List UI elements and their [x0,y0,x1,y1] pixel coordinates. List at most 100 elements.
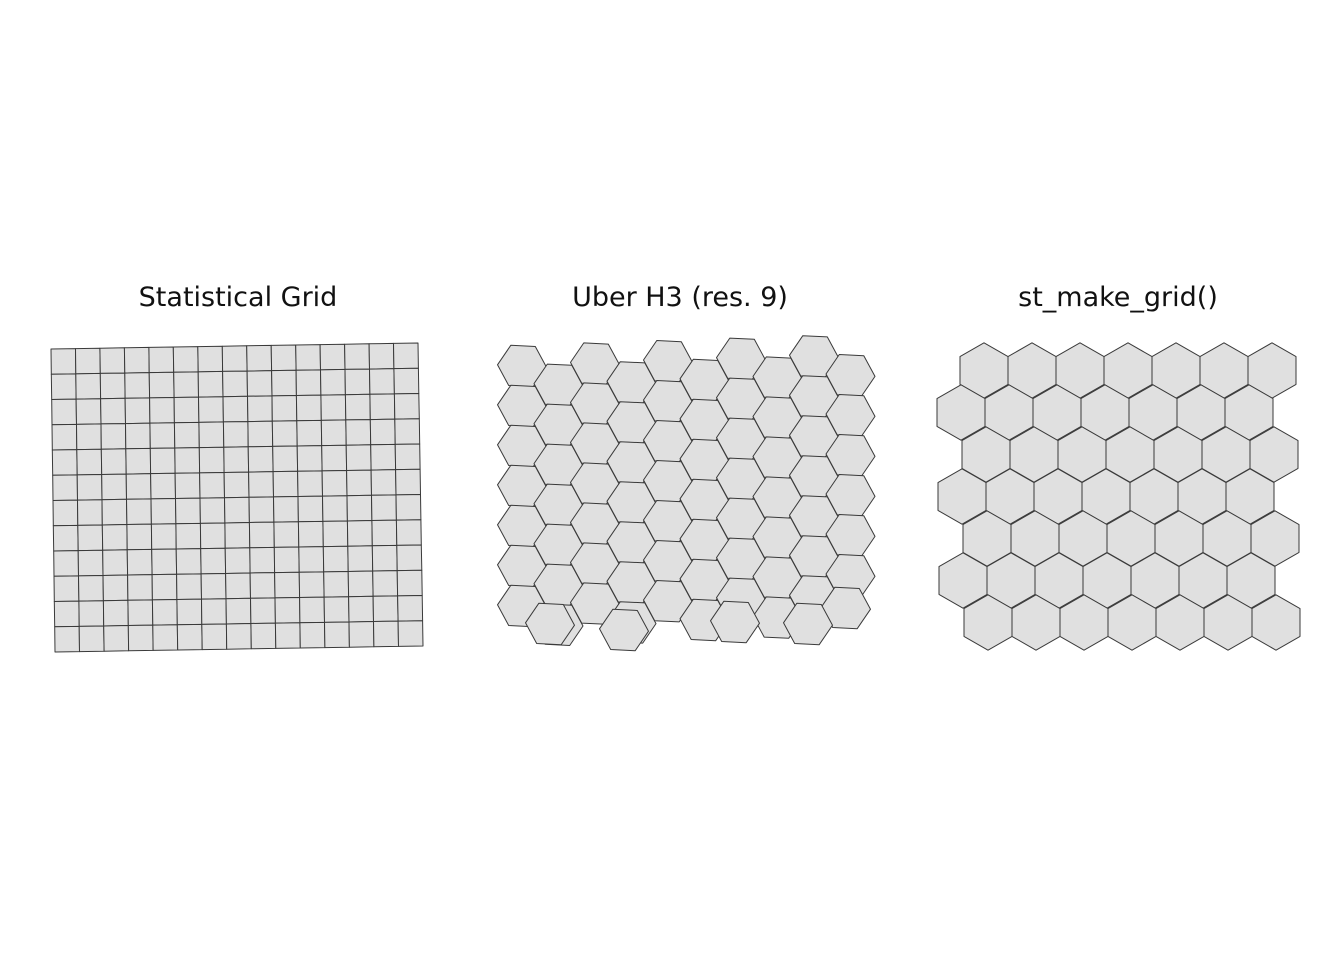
grid-cell [224,496,250,524]
grid-cell [53,550,79,577]
grid-cell [393,342,419,370]
grid-cell [274,597,301,624]
grid-cell [321,470,348,497]
grid-cell [295,394,322,422]
grid-cell [175,522,202,550]
grid-cell [102,574,129,602]
grid-cell [346,520,373,547]
grid-cell [372,595,399,622]
grid-cell [248,521,275,549]
grid-cell [197,370,224,398]
grid-cell [127,624,154,652]
grid-cell [396,569,423,597]
grid-cell [271,420,298,447]
grid-cell [200,547,227,575]
grid-cell [249,572,276,599]
grid-cell [345,419,372,446]
grid-cell [78,600,105,627]
grid-cell [149,447,176,475]
h3-cell [783,602,833,646]
grid-cell [224,522,251,549]
grid-cell [271,395,298,422]
grid-cell [102,549,129,576]
grid-cell [174,472,201,499]
grid-cell [198,396,224,423]
grid-cell [76,423,102,451]
grid-cell [370,443,397,471]
grid-cell [125,473,152,500]
grid-cell [123,346,150,374]
grid-cell [51,423,78,451]
grid-cell [393,393,420,420]
grid-cell [199,522,226,550]
grid-cell [52,524,79,552]
grid-cell [347,545,374,572]
grid-cell [369,368,395,395]
grid-cell [151,573,178,601]
grid-cell [295,344,321,371]
grid-cell [320,368,346,396]
grid-cell [126,523,153,551]
grid-cell [100,448,127,475]
grid-cell [78,625,105,653]
grid-cell [250,622,277,650]
grid-cell [102,599,129,627]
panel-title-st-make-grid: st_make_grid() [1018,282,1218,313]
grid-cell [344,393,371,421]
grid-cell [371,494,397,521]
grid-cell [344,368,371,396]
grid-cell [124,372,151,399]
grid-cell [152,624,179,651]
grid-cell [297,520,324,548]
grid-cell [271,369,297,397]
grid-cell [101,524,128,551]
grid-cell [148,346,175,374]
grid-cell [394,418,421,445]
hex-cell [1251,594,1301,651]
grid-cell [99,347,126,374]
grid-cell [224,547,251,574]
grid-cell [222,370,248,398]
grid-cell [101,473,127,501]
panel-title-uber-h3: Uber H3 (res. 9) [572,282,788,313]
grid-cell [50,348,77,375]
grid-cell [396,544,423,572]
uber-h3-panel [497,335,876,652]
grid-cell [149,422,176,449]
grid-cell [149,397,175,424]
grid-cell [223,471,250,499]
grid-cell [148,371,175,399]
grid-cell [320,419,347,447]
grid-cell [175,497,201,525]
grid-cell [368,342,395,370]
grid-cell [394,443,421,471]
grid-cell [127,599,154,626]
panel-title-statistical-grid: Statistical Grid [138,282,338,313]
grid-cell [126,498,152,525]
grid-cell [52,499,79,527]
grid-cell [100,397,126,425]
grid-cell [176,598,203,626]
grid-cell [125,422,151,450]
grid-cell [295,369,322,396]
grid-cell [99,372,126,400]
grid-cell [75,398,102,425]
grid-cell [249,546,276,574]
grid-cell [297,470,323,497]
grid-cell [270,344,297,372]
grid-cell [173,396,200,424]
grid-cell [273,521,300,548]
grid-cell [247,445,274,473]
grid-cell [126,548,153,576]
grid-cell [369,418,396,446]
grid-cell [247,420,274,448]
grid-cell [53,575,80,602]
grid-cell [297,495,324,523]
grid-cell [395,468,421,496]
grid-cell [296,445,323,472]
grid-cell [221,345,248,372]
grid-cell [395,494,422,521]
grid-cell [77,524,104,552]
